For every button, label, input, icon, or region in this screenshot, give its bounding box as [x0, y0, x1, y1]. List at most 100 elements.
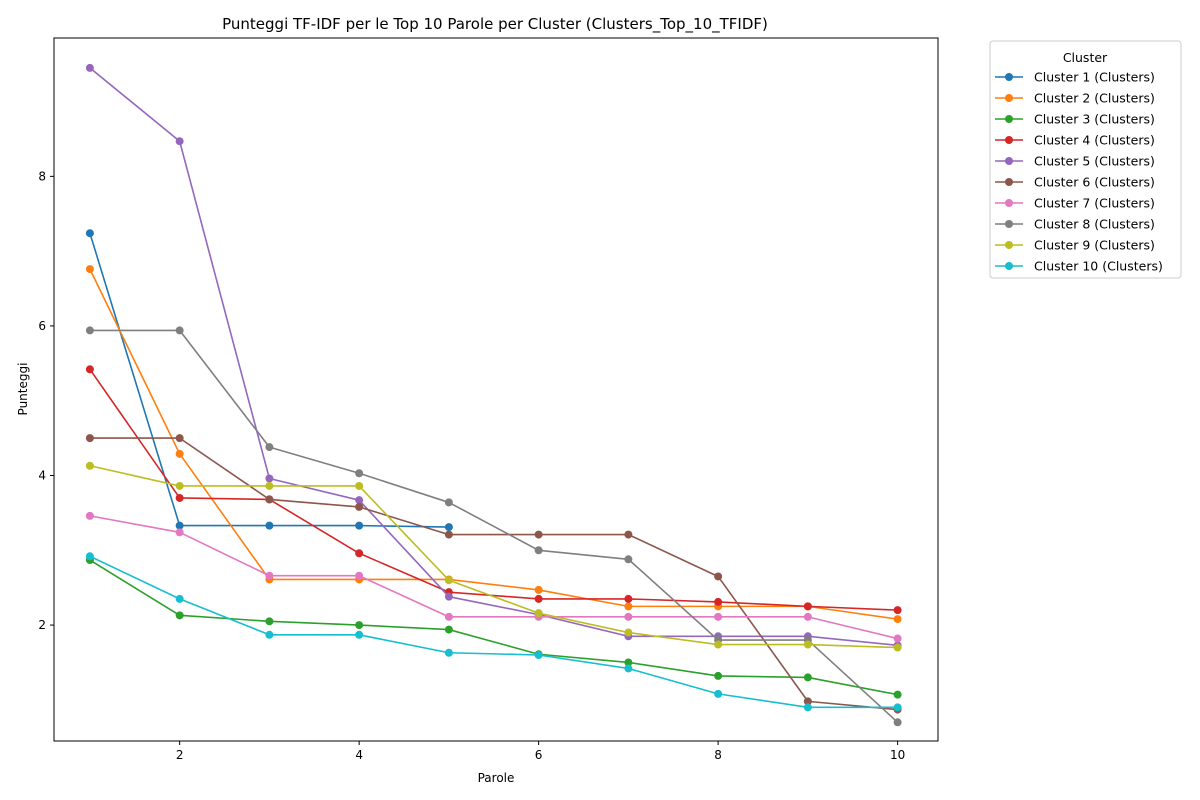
data-point	[175, 481, 184, 490]
data-point	[893, 615, 902, 624]
data-point	[893, 606, 902, 615]
legend-label: Cluster 10 (Clusters)	[1034, 259, 1163, 274]
legend-label: Cluster 5 (Clusters)	[1034, 154, 1155, 169]
series-line	[89, 67, 898, 647]
data-point	[355, 481, 364, 490]
data-point	[534, 585, 543, 594]
data-point	[624, 555, 633, 564]
legend-item: Cluster 10 (Clusters)	[995, 259, 1163, 274]
x-axis-label: Parole	[478, 771, 515, 785]
data-point	[355, 571, 364, 580]
y-tick-label: 6	[38, 319, 46, 333]
y-tick-label: 4	[38, 469, 46, 483]
data-point	[444, 530, 453, 539]
legend-label: Cluster 8 (Clusters)	[1034, 217, 1155, 232]
data-point	[893, 634, 902, 643]
legend-label: Cluster 1 (Clusters)	[1034, 70, 1155, 85]
legend-swatch-marker	[1005, 73, 1013, 81]
series-2	[85, 265, 902, 624]
series-line	[89, 559, 898, 696]
legend-title: Cluster	[1063, 50, 1108, 65]
data-point	[444, 612, 453, 621]
data-point	[803, 673, 812, 682]
series-line	[89, 437, 898, 711]
data-point	[175, 326, 184, 335]
legend-label: Cluster 6 (Clusters)	[1034, 175, 1155, 190]
data-point	[534, 546, 543, 555]
data-point	[893, 643, 902, 652]
data-point	[265, 630, 274, 639]
legend-item: Cluster 4 (Clusters)	[995, 133, 1155, 148]
series-line	[89, 464, 898, 649]
data-point	[85, 63, 94, 72]
data-point	[893, 718, 902, 727]
data-point	[803, 640, 812, 649]
data-point	[85, 552, 94, 561]
legend-label: Cluster 9 (Clusters)	[1034, 238, 1155, 253]
data-point	[714, 689, 723, 698]
data-point	[714, 612, 723, 621]
data-point	[85, 434, 94, 443]
data-point	[85, 511, 94, 520]
legend-swatch-marker	[1005, 178, 1013, 186]
legend-item: Cluster 3 (Clusters)	[995, 112, 1155, 127]
x-tick-label: 4	[355, 748, 363, 762]
series-line	[89, 329, 899, 723]
data-point	[265, 474, 274, 483]
legend-swatch-marker	[1005, 262, 1013, 270]
data-point	[624, 628, 633, 637]
data-point	[624, 594, 633, 603]
x-tick-label: 8	[714, 748, 722, 762]
data-point	[175, 611, 184, 620]
legend-item: Cluster 1 (Clusters)	[995, 70, 1155, 85]
series-5	[85, 63, 902, 650]
data-point	[803, 697, 812, 706]
data-point	[265, 443, 274, 452]
data-point	[85, 461, 94, 470]
data-point	[265, 481, 274, 490]
legend-swatch-marker	[1005, 136, 1013, 144]
plot-frame	[53, 37, 939, 742]
data-point	[714, 572, 723, 581]
legend: Cluster Cluster 1 (Clusters) Cluster 2 (C…	[989, 40, 1182, 279]
data-point	[175, 528, 184, 537]
data-point	[85, 365, 94, 374]
data-point	[803, 612, 812, 621]
data-point	[444, 592, 453, 601]
data-point	[444, 625, 453, 634]
series-line	[89, 515, 898, 640]
data-point	[85, 229, 94, 238]
series-7	[85, 511, 902, 643]
data-point	[444, 523, 453, 532]
data-point	[714, 597, 723, 606]
data-point	[893, 703, 902, 712]
data-point	[714, 671, 723, 680]
legend-item: Cluster 9 (Clusters)	[995, 238, 1155, 253]
legend-item: Cluster 5 (Clusters)	[995, 154, 1155, 169]
data-point	[355, 469, 364, 478]
data-point	[265, 521, 274, 530]
data-point	[175, 137, 184, 146]
data-point	[355, 502, 364, 511]
data-point	[355, 521, 364, 530]
data-point	[624, 658, 633, 667]
legend-item: Cluster 2 (Clusters)	[995, 91, 1155, 106]
y-tick-label: 2	[38, 618, 46, 632]
legend-swatch-marker	[1005, 199, 1013, 207]
data-point	[265, 571, 274, 580]
data-point	[175, 594, 184, 603]
data-point	[355, 621, 364, 630]
chart-title: Punteggi TF-IDF per le Top 10 Parole per…	[222, 15, 768, 34]
data-point	[355, 496, 364, 505]
data-point	[85, 326, 94, 335]
series-line	[89, 555, 898, 709]
data-point	[265, 617, 274, 626]
data-point	[624, 664, 633, 673]
data-point	[803, 602, 812, 611]
data-point	[893, 690, 902, 699]
legend-swatch-marker	[1005, 115, 1013, 123]
data-point	[175, 493, 184, 502]
series-4	[85, 365, 902, 615]
series-3	[85, 556, 902, 699]
